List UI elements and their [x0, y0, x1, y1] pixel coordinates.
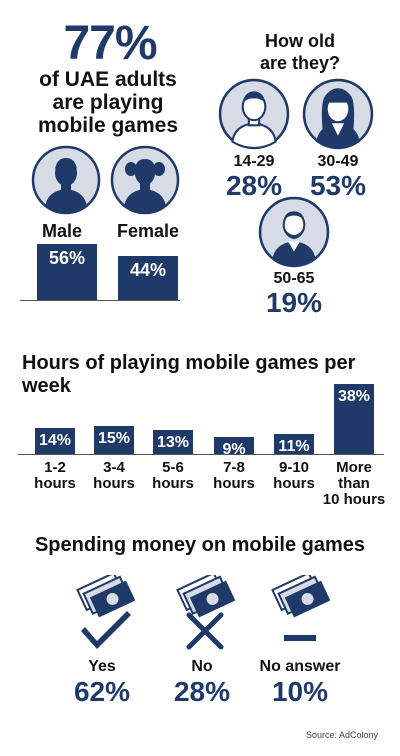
money-yes-icon: [76, 575, 135, 649]
hours-category-label-line: More: [336, 459, 372, 476]
spend-label-no-answer: No answer: [259, 658, 341, 675]
gender-bar-male: 56%: [37, 244, 97, 300]
headline-line-2: are playing: [52, 91, 164, 114]
hours-category-label-line: 5-6: [162, 459, 184, 476]
hours-category-label-line: hours: [273, 475, 315, 492]
spend-label-no: No: [191, 658, 213, 675]
hours-bar-3: 9%: [214, 437, 254, 458]
hours-bar-label: 15%: [97, 430, 131, 447]
hours-category-label: 5-6 hours: [141, 460, 205, 492]
woman-avatar-icon: [302, 78, 374, 150]
age-question-line-2: are they?: [259, 53, 341, 73]
hours-category-label-line: 3-4: [103, 459, 125, 476]
spend-pct-no-answer: 10%: [271, 676, 329, 707]
source-note: Source: AdColony: [305, 730, 378, 740]
hours-category-label-line: hours: [152, 475, 194, 492]
hours-category-label: 1-2 hours: [23, 460, 87, 492]
age-pct-30-49: 53%: [309, 170, 367, 201]
hours-bar-4: 11%: [274, 434, 314, 455]
hours-bar-2: 13%: [153, 430, 193, 454]
hours-category-label-line: 7-8: [223, 459, 245, 476]
age-label-14-29: 14-29: [233, 153, 275, 170]
age-label-30-49: 30-49: [317, 153, 359, 170]
hours-bar-label: 11%: [278, 438, 310, 455]
hours-category-label-line: 1-2: [44, 459, 66, 476]
hours-bar-label: 9%: [222, 441, 246, 458]
age-pct-14-29: 28%: [225, 170, 283, 201]
hours-baseline: [18, 454, 384, 455]
hours-category-label-line: hours: [213, 475, 255, 492]
hours-category-label: More than 10 hours: [322, 460, 386, 508]
gender-bar-label: 44%: [129, 260, 167, 280]
hours-category-label-line: hours: [93, 475, 135, 492]
spending-title: Spending money on mobile games: [34, 534, 366, 556]
female-avatar-icon: [110, 145, 180, 215]
male-label: Male: [41, 221, 83, 241]
hours-bar-label: 14%: [38, 432, 72, 449]
older-man-avatar-icon: [258, 196, 330, 268]
spend-pct-no: 28%: [173, 676, 231, 707]
hours-bar-0: 14%: [35, 428, 75, 454]
male-avatar-icon: [31, 145, 101, 215]
headline-percent: 77%: [63, 17, 157, 70]
hours-bar-label: 13%: [156, 434, 190, 451]
money-no-answer-icon: [271, 575, 330, 641]
age-question: How old are they?: [240, 30, 360, 74]
gender-baseline: [20, 300, 180, 301]
hours-category-label-line: 10 hours: [322, 491, 386, 508]
hours-category-label: 9-10 hours: [262, 460, 326, 492]
female-label: Female: [116, 221, 180, 241]
spend-pct-yes: 62%: [73, 676, 131, 707]
gender-bar-label: 56%: [48, 248, 86, 268]
age-question-line-1: How old: [265, 31, 335, 51]
age-pct-50-65: 19%: [265, 287, 323, 318]
hours-bar-1: 15%: [94, 426, 134, 454]
hours-chart-title: Hours of playing mobile games per week: [22, 352, 356, 397]
gender-bar-female: 44%: [118, 256, 178, 300]
hours-bar-5: 38%: [334, 384, 374, 454]
money-no-icon: [176, 575, 235, 650]
hours-category-label-line: hours: [34, 475, 76, 492]
hours-category-label-line: than: [338, 475, 370, 492]
hours-category-label: 7-8 hours: [202, 460, 266, 492]
age-label-50-65: 50-65: [273, 270, 315, 287]
hours-category-label: 3-4 hours: [82, 460, 146, 492]
hours-category-label-line: 9-10: [278, 459, 310, 476]
headline-line-3: mobile games: [37, 114, 179, 137]
headline-text: of UAE adults are playing mobile games: [18, 68, 198, 137]
headline-line-1: of UAE adults: [39, 68, 177, 91]
hours-bar-label: 38%: [337, 388, 371, 405]
young-man-avatar-icon: [218, 78, 290, 150]
spend-label-yes: Yes: [88, 658, 116, 675]
